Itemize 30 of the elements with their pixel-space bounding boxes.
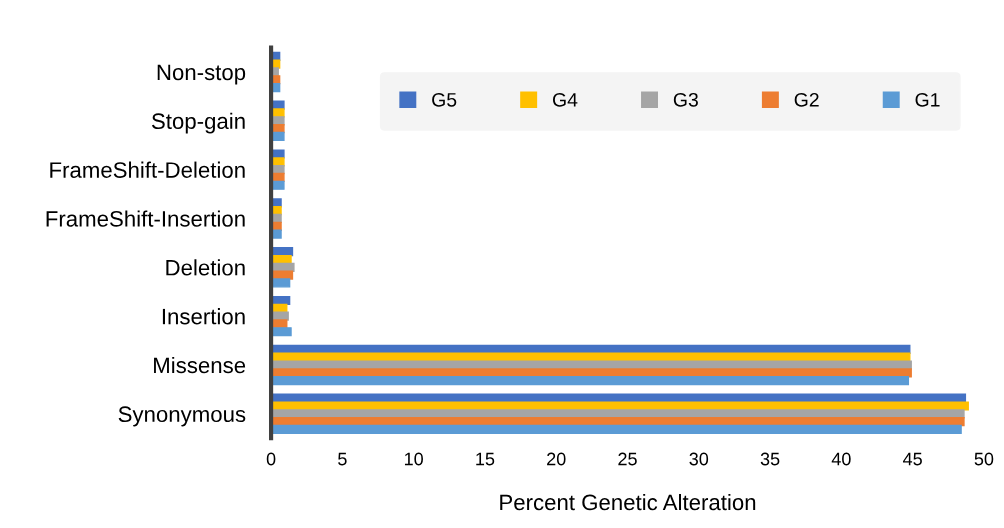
- legend-label: G1: [915, 92, 940, 107]
- x-tick-label: 5: [338, 452, 347, 466]
- x-tick-label: 15: [476, 452, 495, 466]
- x-tick-label: 30: [689, 452, 709, 466]
- x-tick-label: 45: [903, 452, 922, 466]
- legend-label: G4: [552, 92, 578, 107]
- bar: [271, 229, 282, 239]
- legend-label: G3: [673, 92, 698, 107]
- x-tick-label: 40: [831, 452, 851, 466]
- x-tick-label: 10: [404, 452, 423, 466]
- legend-label: G2: [794, 92, 819, 107]
- y-tick-label: Stop-gain: [151, 112, 245, 134]
- y-tick-label: Synonymous: [118, 406, 246, 427]
- y-tick-label: Missense: [154, 356, 246, 374]
- bar: [271, 376, 910, 386]
- y-tick-label: FrameShift-Insertion: [46, 210, 245, 227]
- legend-label: G5: [432, 92, 457, 107]
- y-tick-label: FrameShift-Deletion: [50, 161, 245, 178]
- bar: [271, 278, 291, 288]
- x-tick-label: 0: [266, 452, 276, 466]
- bar: [271, 327, 292, 337]
- x-tick-label: 25: [618, 452, 637, 466]
- x-tick-label: 50: [974, 452, 994, 466]
- y-tick-label: Insertion: [162, 308, 245, 325]
- y-tick-label: Non-stop: [157, 64, 246, 85]
- x-tick-label: 35: [760, 452, 780, 466]
- x-tick-label: 20: [547, 452, 566, 466]
- bar: [271, 424, 962, 435]
- x-axis-title: Percent Genetic Alteration: [500, 493, 756, 511]
- y-tick-label: Deletion: [166, 259, 245, 276]
